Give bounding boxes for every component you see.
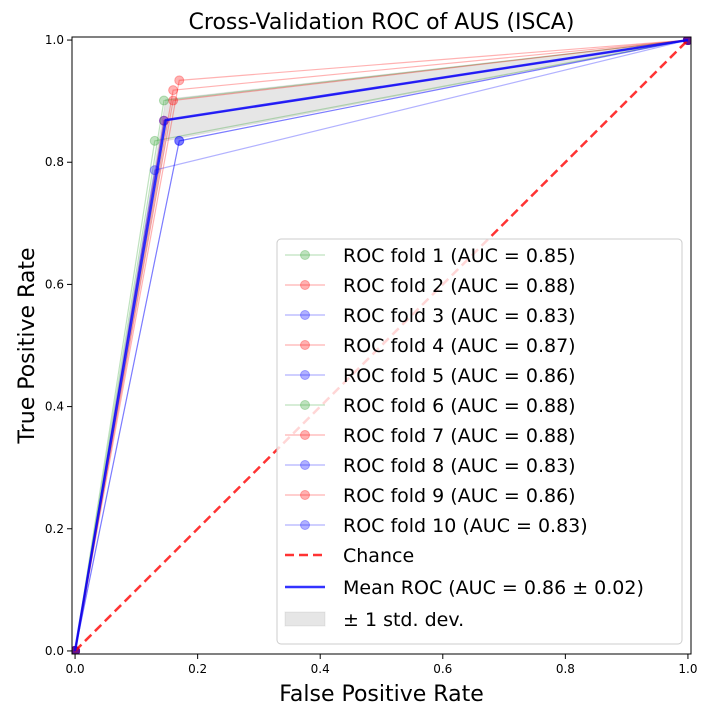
legend-entry-label: ROC fold 2 (AUC = 0.88) [343, 275, 576, 297]
legend-entry-label: ROC fold 5 (AUC = 0.86) [343, 365, 576, 387]
legend-entry-label: ROC fold 6 (AUC = 0.88) [343, 395, 576, 417]
y-tick-label: 0.4 [45, 400, 64, 414]
legend-entry-label: ROC fold 9 (AUC = 0.86) [343, 485, 576, 507]
roc-fold-7-point [168, 95, 179, 106]
y-axis-label: True Positive Rate [15, 248, 40, 445]
legend: ROC fold 1 (AUC = 0.85) ROC fold 2 (AUC =… [276, 238, 683, 645]
roc-fold-6-point [158, 95, 169, 106]
roc-fold-10-point [174, 135, 185, 146]
x-tick-label: 0.2 [188, 662, 207, 676]
legend-entry-label: ± 1 std. dev. [343, 609, 464, 631]
chance-line [74, 39, 689, 652]
y-tick-label: 1.0 [45, 33, 64, 47]
x-axis-label: False Positive Rate [279, 682, 483, 707]
legend-fold-marker [300, 370, 310, 380]
legend-fold-marker [300, 490, 310, 500]
roc-fold-7-line [74, 39, 689, 652]
y-tick-label: 0.2 [45, 522, 64, 536]
legend-entry-label: ROC fold 10 (AUC = 0.83) [343, 515, 588, 537]
legend-fold-marker [300, 430, 310, 440]
x-tick-label: 0.0 [66, 662, 85, 676]
legend-fold-marker [300, 310, 310, 320]
x-tick-label: 0.8 [556, 662, 575, 676]
chart-title: Cross-Validation ROC of AUS (ISCA) [189, 10, 575, 35]
roc-fold-9-point [174, 75, 185, 86]
legend-fold-marker [300, 250, 310, 260]
plot-area [72, 37, 691, 654]
y-tick-label: 0.6 [45, 277, 64, 291]
roc-fold-9-line [74, 39, 688, 652]
legend-fold-marker [300, 340, 310, 350]
roc-fold-6-line [74, 39, 689, 652]
legend-fold-marker [300, 400, 310, 410]
legend-band-swatch [284, 611, 326, 627]
x-tick-label: 1.0 [678, 662, 697, 676]
legend-entry-label: Chance [343, 545, 414, 567]
x-tick-label: 0.6 [433, 662, 452, 676]
x-tick-label: 0.4 [311, 662, 330, 676]
mean-roc-line [73, 38, 689, 652]
y-tick-label: 0.8 [45, 155, 64, 169]
legend-entry-label: ROC fold 3 (AUC = 0.83) [343, 305, 576, 327]
legend-fold-marker [300, 280, 310, 290]
roc-fold-3-point [174, 135, 185, 146]
roc-fold-1-point [149, 135, 160, 146]
plot-frame [71, 36, 692, 655]
legend-entry-label: ROC fold 4 (AUC = 0.87) [343, 335, 576, 357]
std-dev-band [74, 39, 689, 652]
legend-box [276, 238, 683, 645]
roc-fold-10-line [74, 39, 689, 652]
roc-fold-3-line [74, 39, 689, 652]
legend-fold-marker [300, 520, 310, 530]
axis-ticks: 0.0 0.2 0.4 0.6 0.8 1.0 0.0 0.2 0.4 0.6 0.8 1.0 [45, 33, 698, 676]
legend-entry-label: Mean ROC (AUC = 0.86 ± 0.02) [343, 577, 644, 599]
roc-fold-2-point [168, 85, 179, 96]
legend-entry-label: ROC fold 8 (AUC = 0.83) [343, 455, 576, 477]
y-tick-label: 0.0 [45, 644, 64, 658]
roc-fold-1-line [74, 39, 689, 652]
legend-entry-label: ROC fold 7 (AUC = 0.88) [343, 425, 576, 447]
legend-fold-marker [300, 460, 310, 470]
legend-entry-label: ROC fold 1 (AUC = 0.85) [343, 245, 576, 267]
